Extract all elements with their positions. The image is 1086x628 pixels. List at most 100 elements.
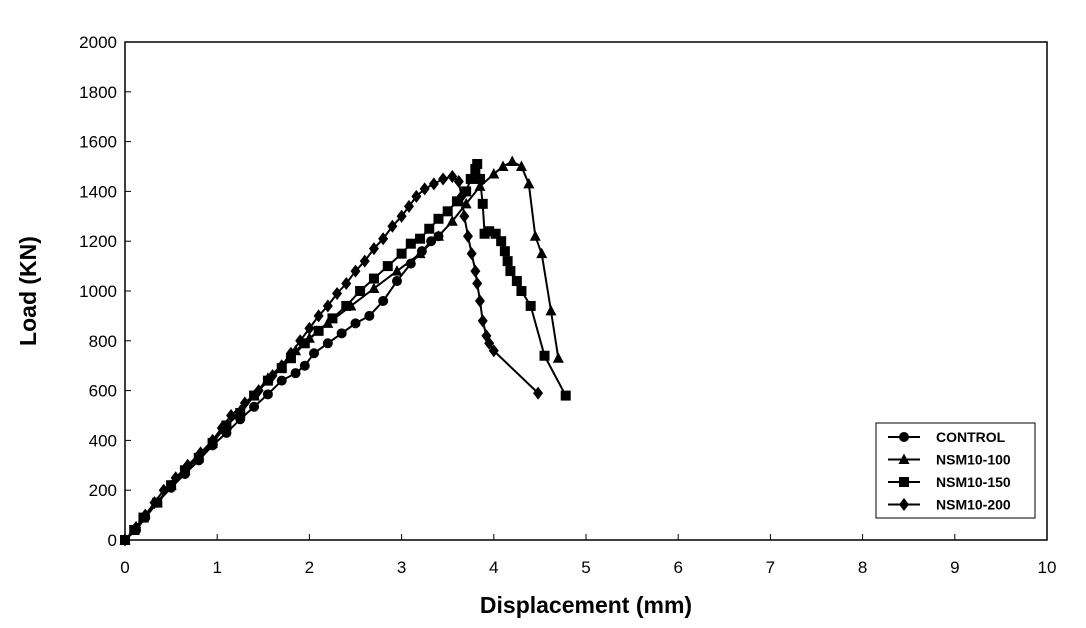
x-tick-label: 10 xyxy=(1038,558,1057,577)
data-point-nsm10-200 xyxy=(322,299,333,313)
data-point-nsm10-200 xyxy=(350,264,361,278)
data-point-nsm10-150 xyxy=(499,246,510,257)
data-point-nsm10-150 xyxy=(424,223,435,234)
data-point-nsm10-200 xyxy=(131,521,142,535)
data-point-nsm10-100 xyxy=(506,155,518,167)
data-point-nsm10-100 xyxy=(529,230,541,241)
data-point-nsm10-200 xyxy=(459,209,470,223)
x-axis-ticks: 0 1 2 3 4 5 6 7 8 9 10 xyxy=(120,534,1056,577)
data-point-nsm10-100 xyxy=(391,265,403,276)
data-point-control xyxy=(262,389,273,400)
data-point-control xyxy=(336,328,347,339)
x-tick-label: 8 xyxy=(858,558,867,577)
data-point-nsm10-200 xyxy=(462,229,473,243)
data-point-nsm10-200 xyxy=(472,277,483,291)
data-point-control xyxy=(350,318,361,329)
data-point-nsm10-150 xyxy=(221,420,232,431)
data-point-nsm10-150 xyxy=(465,173,476,184)
data-point-nsm10-200 xyxy=(419,182,430,196)
data-point-nsm10-200 xyxy=(488,344,499,358)
data-point-control xyxy=(249,401,260,412)
data-point-nsm10-200 xyxy=(304,321,315,335)
data-point-nsm10-150 xyxy=(472,159,483,170)
data-point-nsm10-150 xyxy=(539,350,550,361)
y-tick-label: 1000 xyxy=(79,282,117,301)
y-tick-label: 1200 xyxy=(79,232,117,251)
data-point-nsm10-150 xyxy=(511,276,522,287)
data-point-nsm10-150 xyxy=(179,465,190,476)
data-point-nsm10-200 xyxy=(470,264,481,278)
data-point-control xyxy=(299,360,310,371)
data-point-nsm10-200 xyxy=(428,177,439,191)
data-point-nsm10-200 xyxy=(267,369,278,383)
legend-label-nsm10-100: NSM10-100 xyxy=(936,452,1011,468)
data-point-nsm10-150 xyxy=(461,186,472,197)
data-point-nsm10-100 xyxy=(368,282,380,294)
data-point-nsm10-150 xyxy=(368,273,379,284)
data-point-nsm10-150 xyxy=(433,213,444,224)
data-point-nsm10-150 xyxy=(502,256,513,267)
data-point-nsm10-200 xyxy=(239,396,250,410)
data-point-nsm10-200 xyxy=(411,189,422,203)
data-point-nsm10-200 xyxy=(484,336,495,350)
data-point-nsm10-200 xyxy=(332,286,343,300)
y-tick-label: 1800 xyxy=(79,83,117,102)
data-point-nsm10-200 xyxy=(285,346,296,360)
data-point-nsm10-150 xyxy=(490,228,501,239)
data-point-nsm10-150 xyxy=(166,480,177,491)
data-point-nsm10-200 xyxy=(195,446,206,460)
data-point-nsm10-200 xyxy=(182,458,193,472)
data-point-nsm10-150 xyxy=(327,313,338,324)
data-point-nsm10-200 xyxy=(466,247,477,261)
data-point-nsm10-100 xyxy=(552,352,564,363)
data-point-control xyxy=(322,338,333,349)
data-point-nsm10-200 xyxy=(378,232,389,246)
y-tick-label: 600 xyxy=(89,382,117,401)
data-point-nsm10-200 xyxy=(253,384,264,398)
data-point-nsm10-150 xyxy=(341,300,352,311)
data-point-nsm10-150 xyxy=(235,408,246,419)
data-point-control xyxy=(378,295,389,306)
data-point-nsm10-200 xyxy=(313,309,324,323)
data-point-nsm10-100 xyxy=(488,167,500,179)
data-point-nsm10-150 xyxy=(516,286,527,296)
y-tick-label: 2000 xyxy=(79,33,117,52)
data-point-nsm10-150 xyxy=(474,173,485,184)
data-point-nsm10-150 xyxy=(477,198,488,209)
data-point-nsm10-200 xyxy=(149,496,160,510)
y-tick-label: 200 xyxy=(89,481,117,500)
y-tick-label: 800 xyxy=(89,332,117,351)
data-point-nsm10-200 xyxy=(533,386,544,400)
data-point-control xyxy=(309,348,320,359)
data-point-control xyxy=(405,258,416,269)
data-point-nsm10-150 xyxy=(405,238,416,249)
data-point-nsm10-200 xyxy=(158,483,169,497)
x-tick-label: 5 xyxy=(581,558,590,577)
data-point-nsm10-200 xyxy=(403,199,414,213)
x-axis-title: Displacement (mm) xyxy=(480,592,692,618)
data-point-nsm10-150 xyxy=(484,226,495,237)
x-tick-label: 2 xyxy=(305,558,314,577)
data-point-nsm10-150 xyxy=(451,196,462,207)
series-layer xyxy=(119,155,571,547)
data-point-nsm10-200 xyxy=(456,189,467,203)
data-point-nsm10-150 xyxy=(496,236,507,247)
data-point-nsm10-200 xyxy=(438,172,449,186)
data-point-nsm10-100 xyxy=(545,304,557,316)
data-point-nsm10-200 xyxy=(170,471,181,485)
data-point-nsm10-150 xyxy=(299,338,310,349)
x-tick-label: 0 xyxy=(120,558,129,577)
data-point-control xyxy=(426,236,437,247)
data-point-nsm10-150 xyxy=(382,261,393,272)
x-tick-label: 6 xyxy=(673,558,682,577)
data-point-nsm10-200 xyxy=(396,209,407,223)
y-tick-label: 1400 xyxy=(79,182,117,201)
x-tick-label: 4 xyxy=(489,558,498,577)
y-axis-title: Load (KN) xyxy=(15,236,41,346)
data-point-nsm10-100 xyxy=(536,247,548,259)
data-point-nsm10-150 xyxy=(313,325,324,336)
data-point-nsm10-200 xyxy=(295,334,306,348)
legend-label-nsm10-200: NSM10-200 xyxy=(936,497,1011,513)
data-point-nsm10-150 xyxy=(193,452,204,463)
